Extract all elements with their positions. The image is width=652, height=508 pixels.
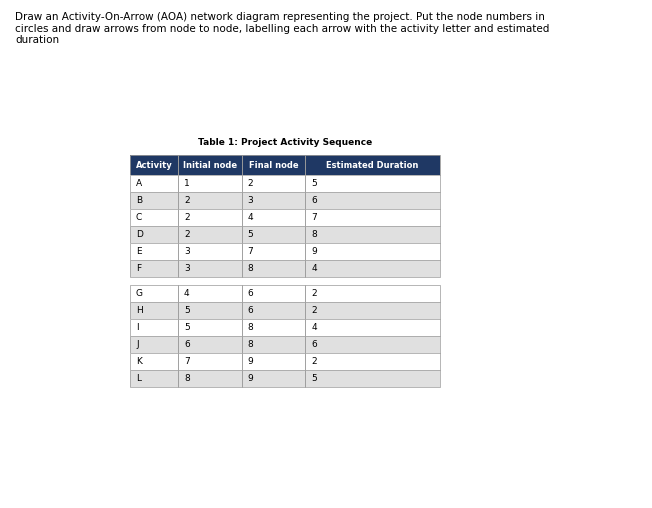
Text: 6: 6	[311, 196, 317, 205]
Text: 7: 7	[248, 247, 254, 256]
Text: 2: 2	[184, 196, 190, 205]
Text: 3: 3	[184, 264, 190, 273]
Text: G: G	[136, 289, 143, 298]
Text: 5: 5	[311, 374, 317, 383]
FancyBboxPatch shape	[130, 175, 440, 192]
Text: Activity: Activity	[136, 161, 172, 170]
Text: 3: 3	[184, 247, 190, 256]
Text: 4: 4	[184, 289, 190, 298]
FancyBboxPatch shape	[130, 155, 440, 175]
FancyBboxPatch shape	[130, 285, 440, 302]
FancyBboxPatch shape	[130, 260, 440, 277]
Text: 4: 4	[248, 213, 253, 222]
Text: A: A	[136, 179, 142, 188]
Text: J: J	[136, 340, 139, 349]
Text: H: H	[136, 306, 143, 315]
Text: 8: 8	[311, 230, 317, 239]
FancyBboxPatch shape	[130, 336, 440, 353]
Text: I: I	[136, 323, 139, 332]
FancyBboxPatch shape	[130, 192, 440, 209]
Text: 8: 8	[248, 264, 254, 273]
Text: 9: 9	[248, 357, 254, 366]
FancyBboxPatch shape	[130, 226, 440, 243]
Text: 9: 9	[248, 374, 254, 383]
Text: D: D	[136, 230, 143, 239]
FancyBboxPatch shape	[130, 302, 440, 319]
Text: 4: 4	[311, 264, 317, 273]
Text: 2: 2	[311, 306, 317, 315]
Text: Table 1: Project Activity Sequence: Table 1: Project Activity Sequence	[198, 138, 372, 147]
Text: 7: 7	[311, 213, 317, 222]
FancyBboxPatch shape	[130, 209, 440, 226]
Text: 6: 6	[311, 340, 317, 349]
Text: 8: 8	[248, 323, 254, 332]
FancyBboxPatch shape	[130, 353, 440, 370]
FancyBboxPatch shape	[130, 370, 440, 387]
Text: 1: 1	[184, 179, 190, 188]
Text: L: L	[136, 374, 141, 383]
Text: 2: 2	[184, 230, 190, 239]
Text: 6: 6	[248, 306, 254, 315]
FancyBboxPatch shape	[130, 243, 440, 260]
Text: 5: 5	[248, 230, 254, 239]
Text: Estimated Duration: Estimated Duration	[327, 161, 419, 170]
FancyBboxPatch shape	[130, 319, 440, 336]
Text: Initial node: Initial node	[183, 161, 237, 170]
Text: 2: 2	[311, 289, 317, 298]
Text: 8: 8	[248, 340, 254, 349]
Text: B: B	[136, 196, 142, 205]
Text: 5: 5	[311, 179, 317, 188]
Text: 2: 2	[184, 213, 190, 222]
Text: 6: 6	[184, 340, 190, 349]
Text: 7: 7	[184, 357, 190, 366]
Text: E: E	[136, 247, 141, 256]
Text: Draw an Activity-On-Arrow (AOA) network diagram representing the project. Put th: Draw an Activity-On-Arrow (AOA) network …	[15, 12, 550, 45]
Text: 2: 2	[311, 357, 317, 366]
Text: 3: 3	[248, 196, 254, 205]
Text: 2: 2	[248, 179, 253, 188]
Text: Final node: Final node	[248, 161, 298, 170]
Text: 4: 4	[311, 323, 317, 332]
Text: 6: 6	[248, 289, 254, 298]
Text: C: C	[136, 213, 142, 222]
Text: F: F	[136, 264, 141, 273]
Text: 5: 5	[184, 323, 190, 332]
Text: 5: 5	[184, 306, 190, 315]
Text: K: K	[136, 357, 142, 366]
Text: 8: 8	[184, 374, 190, 383]
Text: 9: 9	[311, 247, 317, 256]
